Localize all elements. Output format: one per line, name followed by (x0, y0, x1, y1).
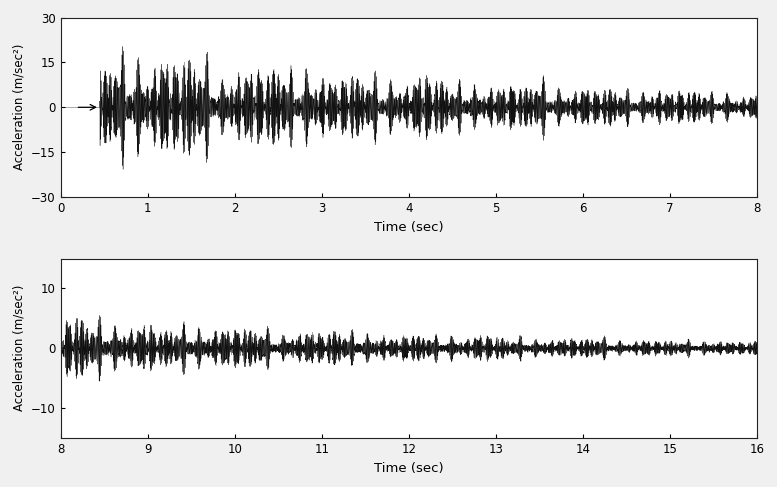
Y-axis label: Acceleration (m/sec²): Acceleration (m/sec²) (12, 44, 26, 170)
X-axis label: Time (sec): Time (sec) (374, 462, 444, 474)
X-axis label: Time (sec): Time (sec) (374, 221, 444, 233)
Y-axis label: Acceleration (m/sec²): Acceleration (m/sec²) (12, 285, 26, 412)
